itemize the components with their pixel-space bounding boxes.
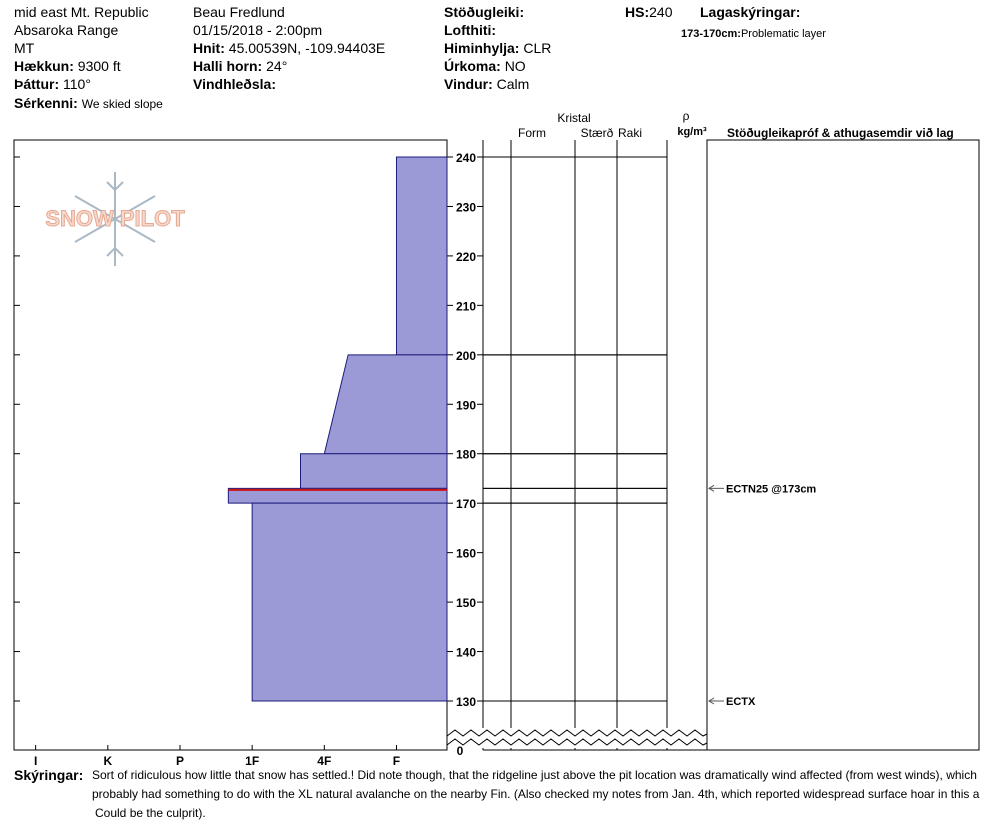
label: Lofthiti: [444, 22, 497, 38]
location: Absaroka Range [14, 22, 119, 38]
label: 173-170cm: [681, 28, 741, 40]
sky: Himinhylja: CLR [444, 40, 551, 56]
test-arrowhead [708, 697, 715, 705]
label: Lagaskýringar: [700, 4, 801, 20]
footer-line: Could be the culprit). [95, 806, 206, 820]
logo-flake [74, 172, 156, 266]
table-header: ρ [683, 109, 690, 123]
y-tick-label: 130 [456, 695, 476, 709]
coords: Hnit: 45.00539N, -109.94403E [193, 40, 385, 56]
test-label: ECTN25 @173cm [726, 483, 816, 495]
label: Skýringar: [14, 767, 84, 783]
label: HS: [625, 4, 650, 20]
layer [395, 156, 448, 356]
y-tick-label: 150 [456, 596, 476, 610]
value: We skied slope [81, 97, 163, 111]
label: Halli horn: [193, 58, 263, 74]
value: 110° [63, 76, 91, 92]
precip: Úrkoma: NO [444, 58, 526, 74]
stability: Stöðugleiki: [444, 4, 524, 20]
features: Sérkenni: We skied slope [14, 95, 163, 111]
comments-header: Stöðugleikapróf & athugasemdir við lag [727, 126, 954, 140]
y-tick-label: 230 [456, 200, 476, 214]
value: NO [504, 58, 526, 74]
layer [300, 453, 448, 489]
table-header: Kristal [557, 111, 590, 125]
label: Stöðugleiki: [444, 4, 525, 20]
value: CLR [523, 40, 552, 56]
value: Calm [496, 76, 530, 92]
footer-line: probably had something to do with the XL… [92, 787, 980, 801]
label: Himinhylja: [444, 40, 520, 56]
logo: SNOW PILOT [45, 206, 185, 231]
layer-note: 173-170cm:Problematic layer [681, 24, 826, 40]
wind: Vindur: Calm [444, 76, 529, 92]
value: 45.00539N, -109.94403E [228, 40, 386, 56]
table-header: Form [518, 126, 546, 140]
axis-break [446, 729, 708, 737]
table-header: Stærð [581, 126, 614, 140]
x-tick-label: F [393, 754, 400, 768]
y-tick-label: 190 [456, 398, 476, 412]
y-tick-label: 160 [456, 547, 476, 561]
label: Vindhleðsla: [193, 76, 276, 92]
y-tick-label: 240 [456, 151, 476, 165]
table-header: Raki [618, 126, 642, 140]
label: Vindur: [444, 76, 493, 92]
location: mid east Mt. Republic [14, 4, 149, 20]
layer-notes: Lagaskýringar: [700, 4, 800, 20]
location: MT [14, 40, 35, 56]
label: Hækkun: [14, 58, 74, 74]
label: Þáttur: [14, 76, 60, 92]
x-tick-label: I [34, 754, 37, 768]
footer-label: Skýringar: [14, 767, 83, 783]
layer [323, 354, 448, 455]
hs: HS:240 [625, 4, 672, 20]
footer-line: Sort of ridiculous how little that snow … [92, 768, 977, 782]
test-label: ECTX [726, 696, 756, 708]
datetime: 01/15/2018 - 2:00pm [193, 22, 323, 38]
y-tick-label: 140 [456, 646, 476, 660]
x-tick-label: 4F [317, 754, 331, 768]
axis-break [446, 738, 708, 746]
x-tick-label: 1F [245, 754, 259, 768]
aspect: Þáttur: 110° [14, 76, 91, 92]
x-tick-label: P [176, 754, 184, 768]
label: Úrkoma: [444, 58, 501, 74]
x-tick-label: K [103, 754, 112, 768]
label: Sérkenni: [14, 95, 78, 111]
table-frame [482, 139, 980, 751]
value: 240 [649, 4, 673, 20]
y-tick-label: 170 [456, 497, 476, 511]
y-tick-label: 200 [456, 349, 476, 363]
y-tick-label: 180 [456, 448, 476, 462]
table-header: kg/m³ [677, 126, 707, 138]
value: 9300 ft [77, 58, 121, 74]
y-tick-label: 220 [456, 250, 476, 264]
axis-break-bg [448, 728, 706, 748]
value: Problematic layer [740, 28, 826, 40]
observer: Beau Fredlund [193, 4, 285, 20]
y-tick-label: 210 [456, 299, 476, 313]
slope: Halli horn: 24° [193, 58, 287, 74]
air-temp: Lofthiti: [444, 22, 496, 38]
layer [251, 502, 448, 702]
elevation: Hækkun: 9300 ft [14, 58, 121, 74]
label: Hnit: [193, 40, 225, 56]
test-arrowhead [708, 484, 715, 492]
value: 24° [266, 58, 288, 74]
layer [227, 487, 448, 504]
y-tick-label: 0 [457, 744, 464, 758]
wind-loading: Vindhleðsla: [193, 76, 276, 92]
